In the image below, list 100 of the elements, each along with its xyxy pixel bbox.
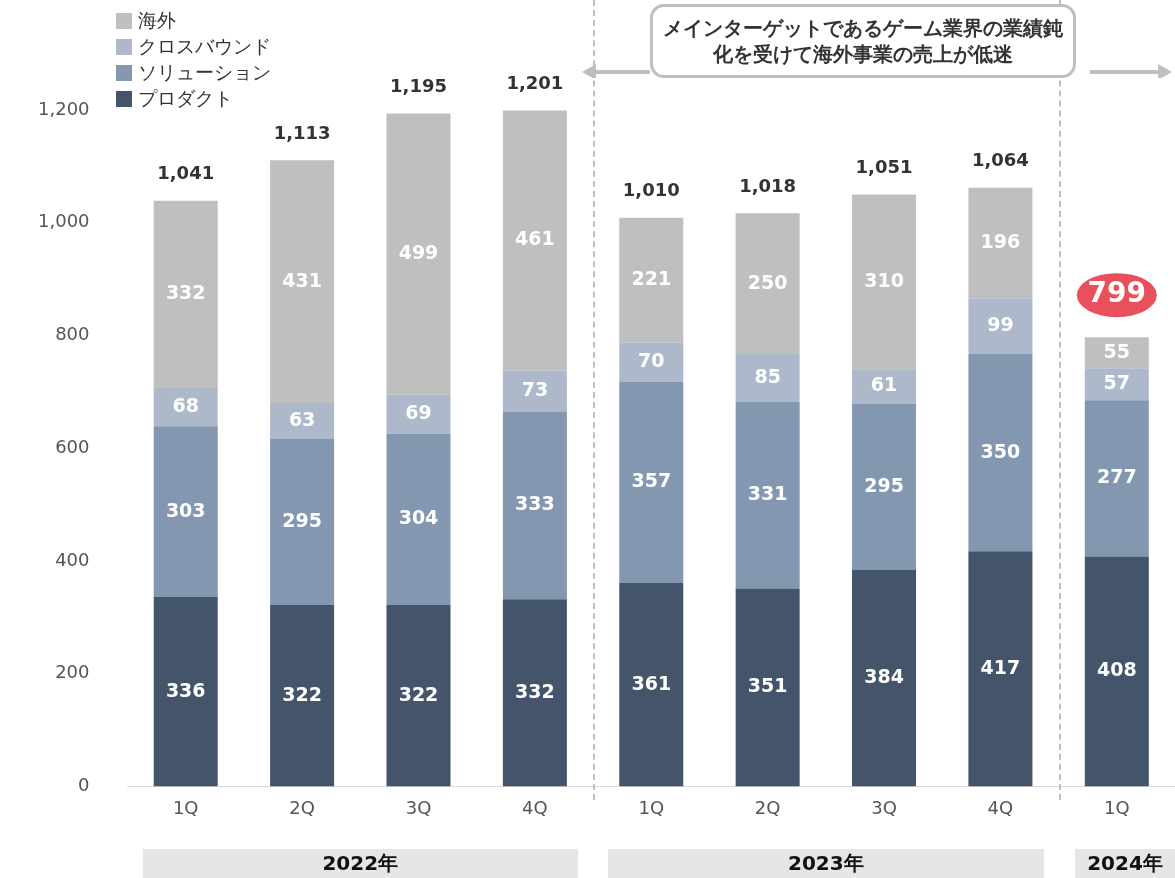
data-label: 250 xyxy=(747,270,788,293)
y-tick-label: 0 xyxy=(78,774,90,796)
bar xyxy=(386,394,451,434)
bar xyxy=(968,298,1033,355)
data-label: 196 xyxy=(980,229,1021,252)
bar xyxy=(270,403,335,439)
bar xyxy=(968,187,1033,299)
legend-label: 海外 xyxy=(138,8,176,33)
data-label: 70 xyxy=(638,348,665,371)
bar xyxy=(619,342,684,382)
data-label: 221 xyxy=(631,266,672,289)
data-label: 99 xyxy=(987,313,1014,336)
data-label: 499 xyxy=(398,240,439,263)
x-tick-label: 4Q xyxy=(522,796,548,818)
data-label: 295 xyxy=(282,508,322,531)
total-label: 1,201 xyxy=(506,72,564,94)
data-label: 461 xyxy=(515,227,555,250)
data-label: 322 xyxy=(282,682,322,705)
data-label: 73 xyxy=(521,377,549,400)
data-label: 332 xyxy=(165,281,206,304)
total-label: 1,051 xyxy=(855,156,913,178)
data-label: 384 xyxy=(864,665,904,688)
data-label: 322 xyxy=(398,682,439,705)
x-tick-label: 3Q xyxy=(405,796,432,818)
bar xyxy=(968,354,1033,552)
data-label: 61 xyxy=(870,373,898,396)
data-label: 85 xyxy=(754,364,781,387)
data-label: 350 xyxy=(980,439,1021,462)
bar xyxy=(735,213,800,355)
total-label: 1,064 xyxy=(971,149,1029,171)
data-label: 361 xyxy=(631,671,672,694)
x-tick-label: 1Q xyxy=(638,796,665,818)
text: 2024年 xyxy=(1075,849,1175,878)
bar xyxy=(153,200,218,388)
total-label: 1,041 xyxy=(157,162,215,184)
y-tick-label: 800 xyxy=(55,323,90,345)
data-label: 55 xyxy=(1103,339,1131,362)
data-label: 331 xyxy=(747,482,788,505)
bar xyxy=(852,569,917,787)
data-label: 333 xyxy=(515,492,555,515)
x-tick-label: 1Q xyxy=(172,796,199,818)
callout-box: メインターゲットであるゲーム業界の業績鈍化を受けて海外事業の売上が低迷 xyxy=(650,4,1076,78)
bar xyxy=(968,551,1033,787)
data-label: 69 xyxy=(405,401,432,424)
x-tick-label: 1Q xyxy=(1103,796,1130,818)
data-label: 310 xyxy=(864,268,904,291)
legend-label: プロダクト xyxy=(138,86,233,111)
data-label: 57 xyxy=(1103,371,1131,394)
bar xyxy=(386,113,451,395)
bar xyxy=(270,160,335,404)
bar xyxy=(386,433,451,605)
y-tick-label: 1,000 xyxy=(38,210,90,232)
text: 2022年 xyxy=(142,849,579,878)
bar xyxy=(735,588,800,787)
bar xyxy=(270,604,335,787)
bar xyxy=(1084,400,1149,557)
bar xyxy=(619,582,684,787)
data-label: 431 xyxy=(282,268,322,291)
bar xyxy=(502,599,567,787)
data-label: 277 xyxy=(1096,465,1137,488)
data-label: 351 xyxy=(747,674,788,697)
data-label: 357 xyxy=(631,469,672,492)
data-label: 336 xyxy=(165,678,206,701)
x-tick-label: 4Q xyxy=(987,796,1014,818)
bar xyxy=(502,110,567,371)
bar xyxy=(153,426,218,598)
data-label: 304 xyxy=(398,506,439,529)
x-tick-label: 2Q xyxy=(754,796,781,818)
data-label: 332 xyxy=(515,679,555,702)
total-label: 1,113 xyxy=(273,121,331,143)
bar xyxy=(852,403,917,570)
data-label: 408 xyxy=(1096,658,1137,681)
bar xyxy=(1084,556,1149,787)
text: 2023年 xyxy=(608,849,1044,878)
y-tick-label: 200 xyxy=(55,661,90,683)
bar xyxy=(386,604,451,787)
bar xyxy=(270,438,335,605)
bar xyxy=(852,194,917,370)
legend-label: ソリューション xyxy=(138,60,271,85)
total-label: 1,018 xyxy=(739,174,797,196)
bar xyxy=(735,401,800,589)
y-tick-label: 400 xyxy=(55,548,90,570)
legend-label: クロスバウンド xyxy=(138,34,271,59)
total-label: 799 xyxy=(1087,276,1147,310)
total-label: 1,010 xyxy=(622,179,680,201)
bar xyxy=(619,381,684,583)
bar xyxy=(619,217,684,343)
total-label: 1,195 xyxy=(390,75,447,97)
bar xyxy=(735,354,800,402)
x-tick-label: 3Q xyxy=(871,796,897,818)
x-tick-label: 2Q xyxy=(289,796,315,818)
bar xyxy=(153,597,218,787)
y-tick-label: 1,200 xyxy=(38,97,90,119)
bar xyxy=(502,411,567,600)
data-label: 417 xyxy=(980,655,1021,678)
data-label: 63 xyxy=(288,407,316,430)
data-label: 303 xyxy=(165,498,206,521)
data-label: 68 xyxy=(172,393,199,416)
bar xyxy=(502,370,567,412)
data-label: 295 xyxy=(864,473,904,496)
